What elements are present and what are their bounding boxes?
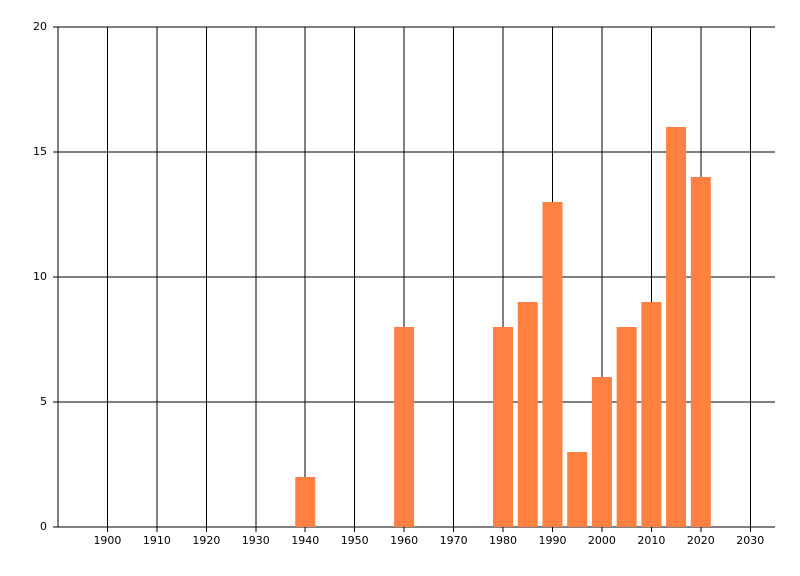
bar: [666, 127, 687, 527]
x-tick-label: 1900: [93, 534, 121, 547]
x-tick-label: 1920: [192, 534, 220, 547]
y-tick-label: 10: [33, 270, 47, 283]
x-tick-label: 1960: [390, 534, 418, 547]
bar: [690, 177, 711, 527]
bar: [493, 327, 514, 527]
x-tick-label: 1930: [242, 534, 270, 547]
y-tick-label: 5: [40, 395, 47, 408]
x-tick-label: 2020: [687, 534, 715, 547]
x-tick-label: 2030: [736, 534, 764, 547]
x-tick-label: 1910: [143, 534, 171, 547]
bar: [567, 452, 588, 527]
x-tick-label: 1970: [440, 534, 468, 547]
bar: [517, 302, 538, 527]
x-tick-label: 1940: [291, 534, 319, 547]
x-tick-label: 1980: [489, 534, 517, 547]
y-tick-label: 15: [33, 145, 47, 158]
bar: [295, 477, 316, 527]
bar: [616, 327, 637, 527]
bar: [641, 302, 662, 527]
x-tick-label: 2000: [588, 534, 616, 547]
x-tick-label: 2010: [637, 534, 665, 547]
x-tick-label: 1990: [538, 534, 566, 547]
bar: [542, 202, 563, 527]
bar: [394, 327, 415, 527]
x-tick-label: 1950: [341, 534, 369, 547]
y-tick-label: 20: [33, 20, 47, 33]
y-tick-label: 0: [40, 520, 47, 533]
bar: [591, 377, 612, 527]
